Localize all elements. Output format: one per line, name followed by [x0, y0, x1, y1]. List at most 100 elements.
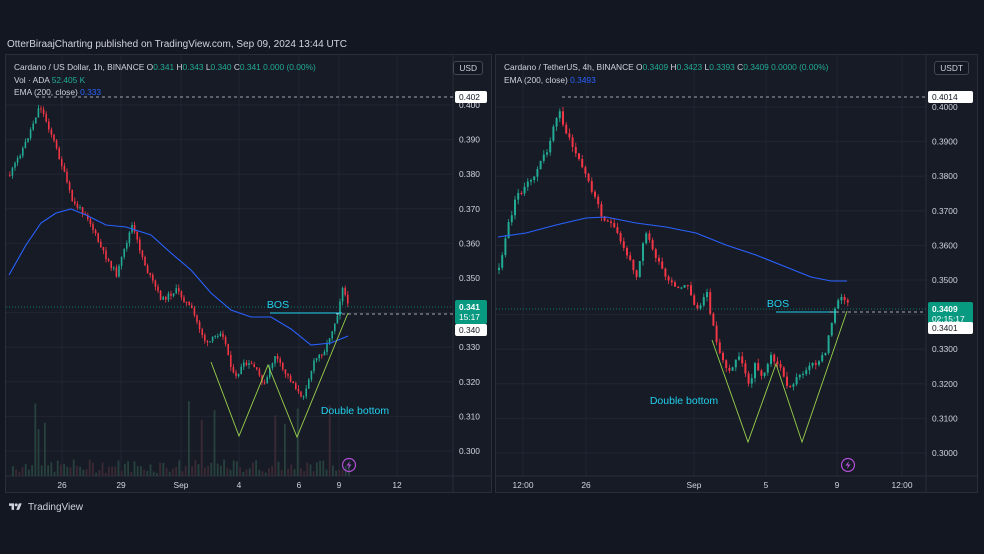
time-axis-tick: 5: [764, 480, 769, 490]
candle-body: [115, 267, 118, 277]
candle-body: [718, 342, 721, 353]
volume-bar: [133, 461, 136, 476]
candle-body: [802, 373, 804, 375]
candle-body: [574, 146, 577, 154]
ema-value: 0.3493: [570, 74, 596, 85]
volume-bar: [248, 468, 251, 476]
candle-body: [840, 296, 843, 301]
tradingview-branding[interactable]: TradingView: [7, 500, 83, 514]
candle-body: [699, 305, 702, 309]
candle-body: [55, 140, 58, 149]
ema-label[interactable]: EMA (200, close): [14, 87, 78, 98]
volume-bar: [325, 469, 328, 476]
candle-body: [610, 221, 612, 223]
ema-label[interactable]: EMA (200, close): [504, 74, 568, 85]
candle-body: [776, 361, 779, 365]
candle-body: [61, 159, 63, 166]
symbol-title[interactable]: Cardano / US Dollar, 1h, BINANCE: [14, 62, 145, 72]
candle-body: [792, 384, 795, 387]
lightning-alert-icon[interactable]: [341, 457, 357, 473]
bar-countdown: 02:15:17: [932, 314, 965, 324]
price-axis-tick: 0.3600: [932, 240, 958, 250]
price-axis-tick: 0.310: [459, 411, 480, 421]
high-price-badge: [928, 91, 973, 103]
candle-body: [232, 367, 235, 373]
volume-bar: [159, 462, 161, 476]
candle-body: [536, 169, 539, 177]
chart-panel-usd[interactable]: 0.400 0.390 0.380 0.370 0.360 0.350 0.340 0.330…: [5, 54, 492, 493]
volume-bar: [341, 469, 344, 476]
price-axis-tick: 0.4000: [932, 102, 958, 112]
candle-body: [821, 355, 824, 362]
candle-body: [71, 189, 73, 202]
chart-canvas[interactable]: 0.4000 0.3900 0.3800 0.3700 0.3600 0.3500 0.34…: [496, 55, 977, 492]
time-axis-tick: Sep: [174, 480, 189, 490]
currency-button[interactable]: USD: [453, 61, 483, 75]
symbol-title[interactable]: Cardano / TetherUS, 4h, BINANCE: [504, 62, 634, 72]
candle-body: [629, 255, 632, 260]
candle-body: [74, 201, 76, 204]
time-axis-tick: 6: [297, 480, 302, 490]
last-price-badge[interactable]: [455, 300, 487, 324]
candle-body: [289, 375, 292, 382]
candle-body: [674, 282, 676, 287]
candle-body: [102, 247, 105, 251]
level-price-badge: [455, 324, 487, 336]
publish-info: OtterBiraajCharting published on Trading…: [7, 39, 348, 50]
candle-body: [510, 215, 513, 223]
candle-body: [728, 367, 731, 371]
candle-body: [504, 238, 507, 256]
volume-bar: [124, 463, 126, 476]
price-axis-tick: 0.360: [459, 238, 480, 248]
volume-bar: [156, 472, 158, 476]
candle-body: [188, 302, 190, 306]
candle-body: [219, 333, 222, 336]
candle-body: [578, 153, 580, 160]
volume-bar: [149, 464, 152, 476]
candle-body: [526, 181, 529, 187]
candle-body: [654, 249, 657, 258]
time-axis-tick: 9: [337, 480, 342, 490]
volume-bar: [47, 465, 49, 476]
chart-legend: Cardano / TetherUS, 4h, BINANCE O0.3409 …: [504, 61, 828, 86]
volume-bar: [242, 471, 245, 476]
volume-label[interactable]: Vol · ADA: [14, 74, 50, 85]
candle-body: [642, 243, 644, 262]
candle-body: [533, 176, 536, 181]
chart-panel-usdt[interactable]: 0.4000 0.3900 0.3800 0.3700 0.3600 0.3500 0.34…: [495, 54, 978, 493]
candle-body: [744, 363, 747, 374]
candle-body: [68, 182, 71, 190]
volume-bar: [210, 462, 213, 476]
candle-body: [100, 241, 102, 248]
close-label: C: [737, 62, 744, 72]
candle-body: [626, 247, 628, 256]
volume-bar: [306, 462, 309, 476]
volume-bar: [21, 467, 24, 476]
candle-body: [165, 296, 167, 300]
currency-button[interactable]: USDT: [934, 61, 969, 75]
candle-body: [191, 305, 193, 309]
ema-value: 0.333: [80, 87, 102, 98]
volume-bar: [309, 464, 312, 476]
candle-body: [235, 372, 237, 377]
volume-bar: [37, 429, 40, 476]
chart-canvas[interactable]: 0.400 0.390 0.380 0.370 0.360 0.350 0.340 0.330…: [6, 55, 491, 492]
volume-bar: [296, 408, 299, 476]
last-price-badge[interactable]: [928, 302, 973, 326]
candle-body: [766, 363, 769, 373]
candle-body: [773, 354, 776, 362]
lightning-alert-icon[interactable]: [840, 457, 856, 473]
volume-bar: [12, 466, 14, 476]
volume-bar: [168, 471, 171, 476]
volume-bar: [136, 466, 139, 476]
candle-body: [814, 363, 817, 365]
candle-body: [549, 140, 552, 153]
volume-bar: [268, 468, 270, 476]
candle-body: [19, 155, 21, 159]
volume-bar: [143, 469, 145, 476]
price-axis-tick: 0.3800: [932, 171, 958, 181]
candle-body: [42, 109, 45, 114]
candle-body: [14, 162, 16, 168]
double-bottom-pattern-line: [210, 312, 349, 439]
candle-body: [760, 370, 763, 376]
